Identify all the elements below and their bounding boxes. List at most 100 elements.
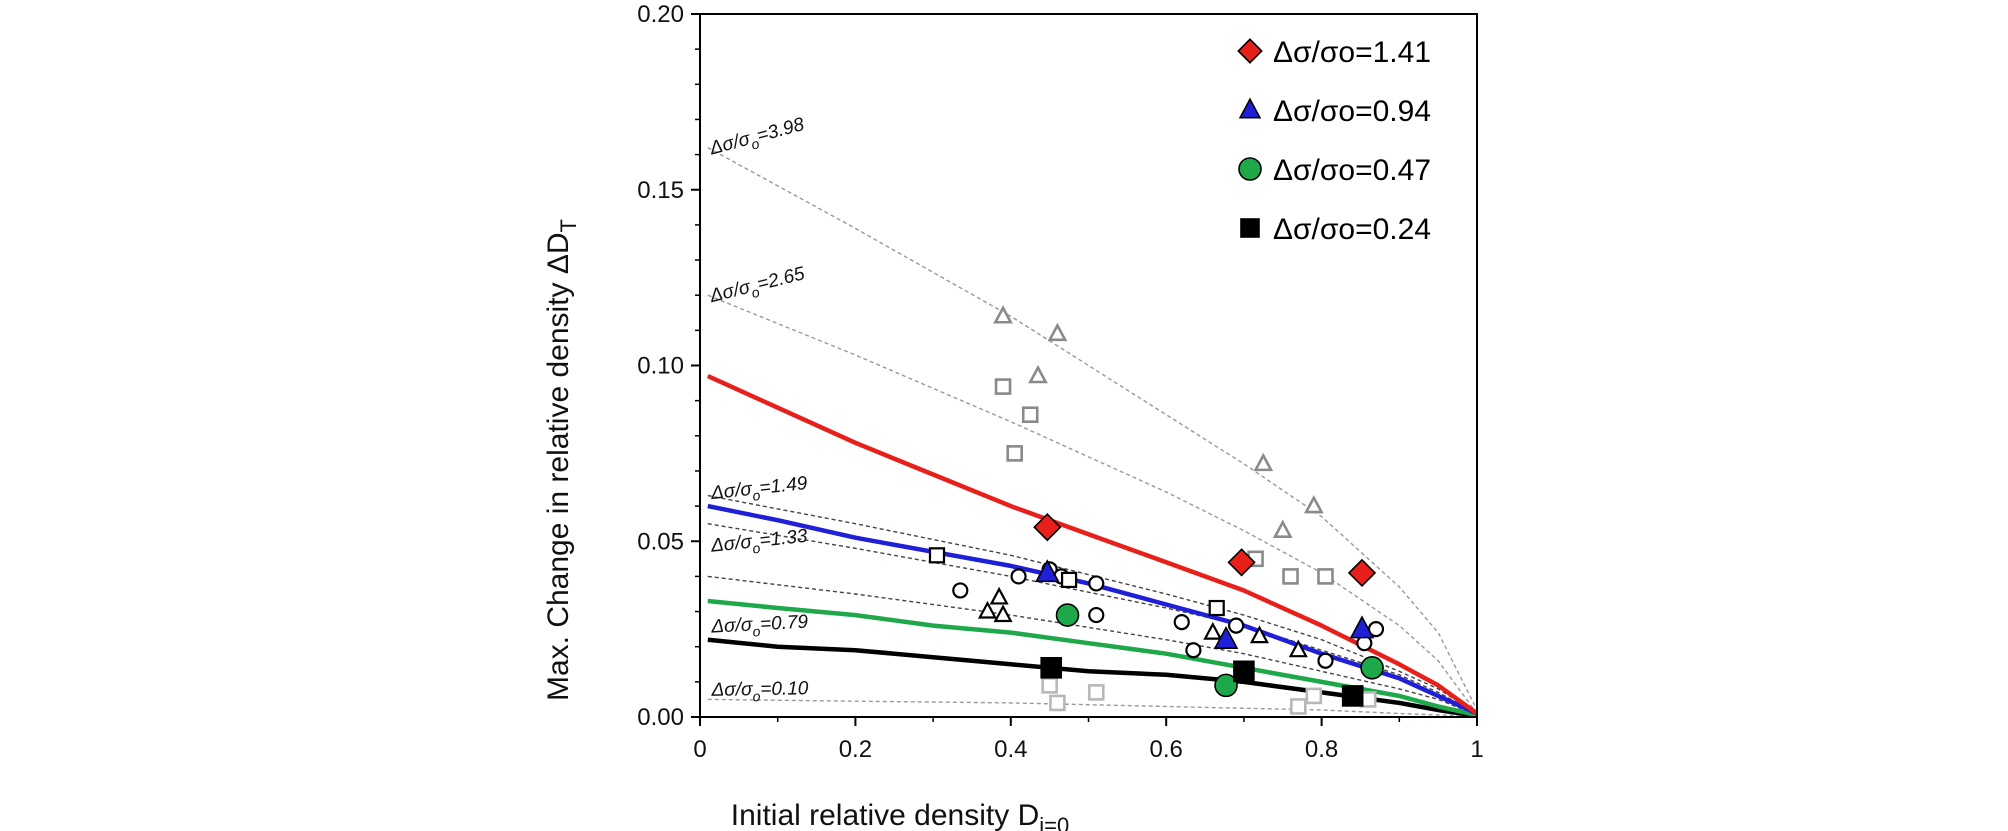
series-point: [1213, 625, 1239, 649]
reference-curves: [707, 146, 1478, 717]
open-marker-point: [1088, 575, 1105, 592]
fit-curve: [707, 598, 1478, 718]
series-point: [1033, 513, 1062, 542]
open-marker-point: [993, 604, 1013, 623]
series-point: [1349, 615, 1375, 639]
legend-label: Δσ/σo=0.24: [1273, 213, 1431, 246]
reference-curve-label-text: Δσ/σ: [709, 531, 754, 556]
open-marker-point: [1087, 684, 1105, 701]
series-point: [1233, 660, 1255, 683]
open-marker-point: [1021, 406, 1039, 424]
y-axis-title-sub: T: [556, 219, 581, 232]
reference-curve-label: Δσ/σo=3.98: [707, 114, 808, 164]
open-marker-point: [1006, 445, 1023, 462]
reference-curve-label-value: =0.10: [760, 678, 809, 700]
open-marker-point: [1228, 617, 1245, 634]
legend: Δσ/σo=1.41 Δσ/σo=0.94 Δσ/σo=0.47 Δσ/σo=0.24: [1237, 36, 1431, 246]
reference-curve-label: Δσ/σo=0.10: [710, 678, 809, 705]
open-marker-point: [1088, 606, 1105, 624]
reference-curve-label-value: =1.33: [758, 526, 808, 552]
open-marker-point: [977, 600, 998, 619]
legend-marker: [1240, 218, 1260, 238]
series-point: [1055, 603, 1080, 627]
reference-curve-label-sub: o: [752, 487, 762, 504]
legend-label: Δσ/σo=1.41: [1273, 36, 1431, 69]
series-points: [1033, 513, 1384, 707]
reference-curve-label-text: Δσ/σ: [710, 614, 755, 637]
open-marker-point: [989, 586, 1009, 605]
legend-marker: [1238, 97, 1262, 119]
open-marker-points: [928, 305, 1385, 715]
reference-curve-label-sub: o: [749, 135, 761, 153]
open-marker-point: [1173, 613, 1190, 631]
series-point: [1341, 685, 1364, 707]
y-tick-label: 0.10: [637, 353, 684, 380]
x-tick-label: 0.8: [1305, 736, 1338, 763]
y-axis-title-main: Max. Change in relative density ΔD: [542, 232, 575, 701]
y-tick-label: 0.00: [637, 704, 684, 731]
series-point: [1034, 559, 1060, 583]
open-marker-point: [1208, 599, 1225, 617]
open-marker-point: [1305, 687, 1323, 705]
open-marker-point: [1028, 364, 1048, 384]
open-marker-point: [1317, 568, 1334, 585]
reference-curve-label-value: =1.49: [758, 473, 808, 499]
curve-labels: Δσ/σo=3.98Δσ/σo=2.65Δσ/σo=1.49Δσ/σo=1.33…: [707, 114, 809, 705]
legend-label: Δσ/σo=0.94: [1273, 95, 1431, 128]
open-marker-point: [1060, 571, 1078, 589]
reference-curve-label: Δσ/σo=1.49: [709, 473, 809, 508]
reference-curve-label-sub: o: [750, 284, 762, 301]
open-marker-point: [1288, 639, 1308, 658]
reference-curve-label-text: Δσ/σ: [710, 679, 754, 701]
reference-curve-label-value: =3.98: [755, 114, 807, 147]
reference-curve: [707, 523, 1478, 715]
y-tick-label: 0.20: [637, 1, 684, 28]
legend-label: Δσ/σo=0.47: [1273, 154, 1431, 187]
reference-curve-label-text: Δσ/σ: [707, 128, 754, 160]
open-marker-point: [1303, 494, 1324, 514]
reference-curve-label: Δσ/σo=2.65: [707, 263, 808, 311]
fit-curve: [706, 373, 1479, 716]
reference-curve-label-text: Δσ/σ: [707, 276, 754, 307]
series-point: [1227, 548, 1256, 577]
reference-curve-label: Δσ/σo=1.33: [709, 526, 809, 561]
series-point: [1214, 673, 1238, 698]
y-tick-label: 0.05: [637, 528, 684, 555]
reference-curve-label-value: =0.79: [760, 612, 810, 636]
y-axis-title: Max. Change in relative density ΔDT: [542, 219, 581, 701]
open-marker-point: [1010, 568, 1027, 585]
open-marker-point: [952, 582, 969, 599]
x-tick-label: 0.4: [994, 736, 1027, 763]
reference-curve: [707, 146, 1478, 711]
reference-curve: [707, 575, 1478, 716]
x-tick-label: 0.2: [839, 736, 872, 763]
open-marker-point: [1047, 322, 1068, 342]
reference-curve-label-text: Δσ/σ: [709, 479, 754, 504]
reference-curve-label: Δσ/σo=0.79: [710, 612, 809, 642]
open-marker-point: [994, 378, 1012, 395]
series-point: [1347, 558, 1377, 588]
axes: 0 0.2 0.4 0.6 0.8 1 0.00 0.05 0.10 0.15 0.20: [637, 1, 1483, 763]
fit-curve: [707, 637, 1478, 719]
reference-curve: [707, 494, 1478, 715]
open-marker-point: [1041, 677, 1058, 694]
series-point: [1360, 655, 1384, 680]
open-marker-point: [1185, 642, 1202, 659]
legend-marker: [1238, 157, 1262, 181]
y-tick-label: 0.15: [637, 177, 684, 204]
open-marker-point: [1272, 519, 1293, 538]
open-marker-point: [1282, 568, 1299, 585]
reference-curve-label-sub: o: [752, 540, 762, 557]
legend-marker: [1237, 38, 1263, 64]
open-marker-point: [1249, 625, 1269, 644]
open-marker-point: [1289, 698, 1307, 715]
reference-curve-label-sub: o: [752, 623, 761, 639]
x-tick-label: 0: [693, 736, 706, 763]
reference-curve: [707, 698, 1478, 717]
open-marker-point: [1049, 694, 1066, 712]
open-marker-point: [993, 305, 1013, 324]
x-tick-label: 1: [1470, 736, 1483, 763]
reference-curve-label-value: =2.65: [755, 263, 807, 295]
open-marker-point: [1203, 621, 1223, 640]
